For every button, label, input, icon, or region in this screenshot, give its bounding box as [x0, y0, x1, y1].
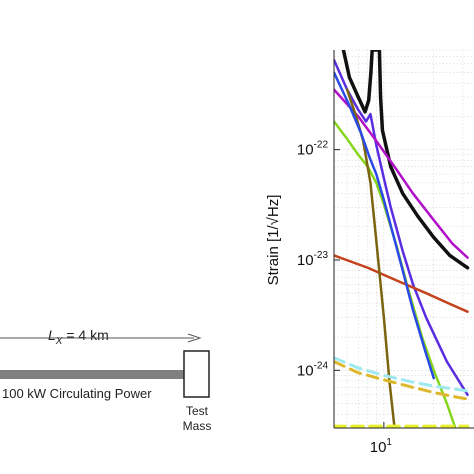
series-layer — [334, 50, 470, 428]
x-tick-label: 101 — [370, 437, 393, 456]
laser-beam-arm — [0, 370, 185, 379]
arm-length-arrowhead — [187, 333, 202, 343]
test-mass-label-line1: Test — [186, 404, 209, 418]
y-axis-title: Strain [1/√Hz] — [265, 195, 282, 286]
y-tick-label: 10-23 — [297, 250, 329, 269]
series-line-6 — [345, 88, 396, 428]
circulating-power-label: 100 kW Circulating Power — [2, 386, 152, 401]
series-line-5 — [334, 254, 469, 313]
series-line-3 — [334, 88, 469, 259]
plot-area — [334, 50, 474, 428]
series-line-7 — [334, 71, 435, 380]
test-mass — [183, 350, 210, 398]
ticks — [334, 149, 385, 428]
strain-chart: 10-22 10-23 10-24 101 Strain [1/√Hz] — [265, 49, 474, 456]
arm-length-label: LX = 4 km — [48, 327, 109, 347]
y-tick-label: 10-22 — [297, 140, 329, 159]
series-line-9 — [334, 360, 470, 401]
series-line-2 — [334, 58, 469, 397]
y-tick-label: 10-24 — [297, 360, 329, 379]
interferometer-diagram: LX = 4 km 100 kW Circulating Power Test … — [0, 327, 211, 433]
test-mass-label-line2: Mass — [183, 419, 212, 433]
series-line-8 — [334, 356, 470, 393]
series-line-1 — [341, 50, 470, 270]
tick-labels: 10-22 10-23 10-24 101 — [297, 140, 393, 456]
